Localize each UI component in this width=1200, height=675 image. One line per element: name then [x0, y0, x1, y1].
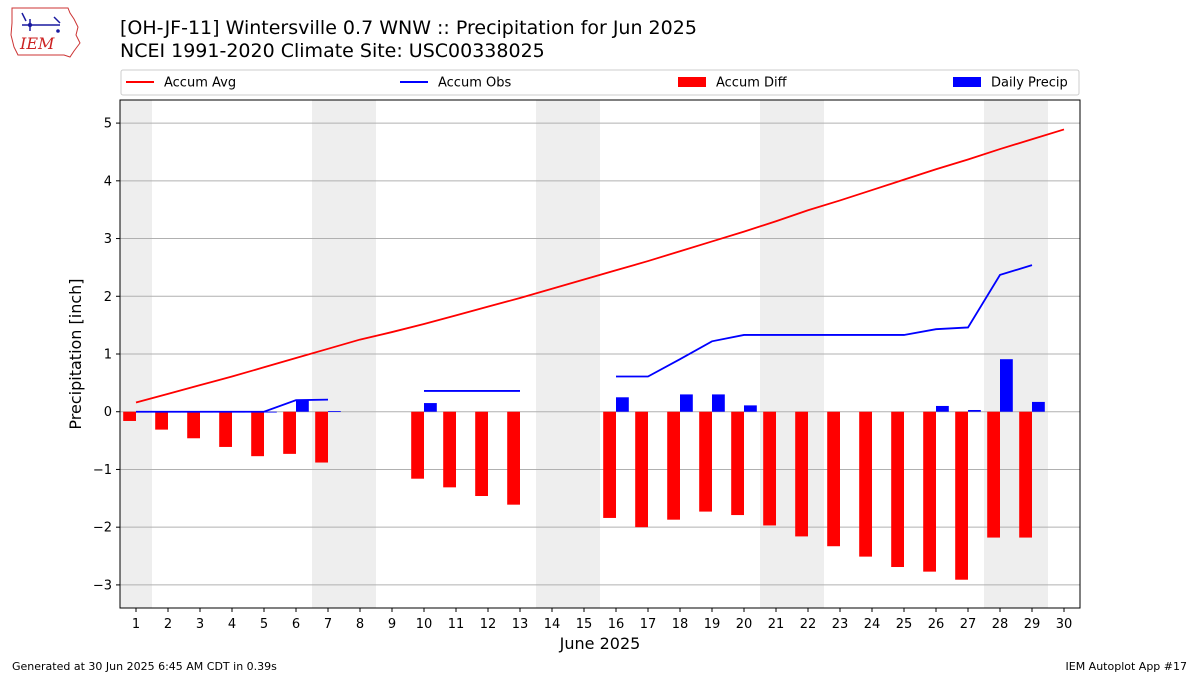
- x-tick-label: 15: [576, 617, 593, 632]
- accum-diff-bar: [859, 411, 872, 557]
- accum-diff-bar: [603, 411, 616, 518]
- logo-text: IEM: [19, 34, 55, 53]
- accum-diff-bar: [795, 411, 808, 537]
- x-tick-label: 4: [228, 617, 236, 632]
- plot-frame: [119, 99, 1081, 609]
- x-tick-label: 23: [832, 617, 849, 632]
- accum-avg-line: [135, 128, 1065, 404]
- footer-generated: Generated at 30 Jun 2025 6:45 AM CDT in …: [12, 660, 277, 673]
- y-tick-label: 5: [104, 117, 112, 132]
- daily-precip-bar: [744, 405, 757, 412]
- x-tick-label: 9: [388, 617, 396, 632]
- x-tick-label: 21: [768, 617, 785, 632]
- accum-diff-bar: [123, 411, 136, 421]
- accum-obs-line: [136, 398, 329, 413]
- x-tick-label: 27: [960, 617, 977, 632]
- x-tick-label: 28: [992, 617, 1009, 632]
- daily-precip-bar: [328, 411, 341, 412]
- y-tick-label: 0: [104, 405, 112, 420]
- x-tick-label: 25: [896, 617, 913, 632]
- x-tick-label: 19: [704, 617, 721, 632]
- x-tick-label: 3: [196, 617, 204, 632]
- y-tick-label: 4: [104, 174, 112, 189]
- x-tick-label: 6: [292, 617, 300, 632]
- y-axis-label: Precipitation [inch]: [66, 278, 85, 429]
- accum-diff-bar: [635, 411, 648, 528]
- x-tick-label: 20: [736, 617, 753, 632]
- x-tick-label: 12: [480, 617, 497, 632]
- accum-diff-bar: [763, 411, 776, 526]
- iem-logo: IEM: [8, 5, 82, 63]
- x-tick-label: 18: [672, 617, 689, 632]
- chart-subtitle: NCEI 1991-2020 Climate Site: USC00338025: [120, 40, 545, 62]
- legend-label: Accum Obs: [438, 76, 511, 91]
- accum-diff-bar: [667, 411, 680, 520]
- chart-title: [OH-JF-11] Wintersville 0.7 WNW :: Preci…: [120, 17, 697, 39]
- legend-label: Daily Precip: [991, 76, 1068, 91]
- daily-precip-bar: [616, 397, 629, 412]
- daily-precip-bar: [296, 400, 309, 412]
- accum-diff-bar: [155, 411, 168, 430]
- y-tick-label: 3: [104, 232, 112, 247]
- x-tick-label: 10: [416, 617, 433, 632]
- accum-diff-bar: [219, 411, 232, 447]
- daily-precip-bar: [680, 394, 693, 412]
- daily-precip-bar: [264, 411, 277, 413]
- accum-diff-bar: [315, 411, 328, 463]
- x-axis-label: June 2025: [559, 634, 641, 653]
- x-tick-label: 24: [864, 617, 881, 632]
- daily-precip-bar: [936, 405, 949, 412]
- y-tick-label: 1: [104, 348, 112, 363]
- x-tick-label: 29: [1024, 617, 1041, 632]
- accum-diff-bar: [187, 411, 200, 439]
- legend-swatch-bar: [953, 77, 981, 87]
- accum-diff-bar: [699, 411, 712, 512]
- daily-precip-bar: [424, 403, 437, 412]
- legend-label: Accum Avg: [164, 76, 236, 91]
- legend-label: Accum Diff: [716, 76, 788, 91]
- accum-diff-bar: [475, 411, 488, 497]
- x-tick-label: 22: [800, 617, 817, 632]
- legend-swatch-bar: [678, 77, 706, 87]
- accum-diff-bar: [987, 411, 1000, 538]
- x-tick-label: 5: [260, 617, 268, 632]
- accum-obs-line: [616, 264, 1033, 378]
- x-tick-label: 13: [512, 617, 529, 632]
- y-tick-label: 2: [104, 290, 112, 305]
- accum-diff-bar: [731, 411, 744, 516]
- x-tick-label: 7: [324, 617, 332, 632]
- accum-diff-bar: [891, 411, 904, 568]
- x-tick-label: 26: [928, 617, 945, 632]
- x-tick-label: 2: [164, 617, 172, 632]
- daily-precip-bar: [712, 394, 725, 412]
- accum-diff-bar: [251, 411, 264, 457]
- daily-precip-bar: [1000, 359, 1013, 412]
- x-tick-label: 11: [448, 617, 465, 632]
- y-tick-label: −2: [93, 521, 112, 536]
- accum-diff-bar: [955, 411, 968, 580]
- x-tick-label: 16: [608, 617, 625, 632]
- y-tick-label: −1: [93, 463, 112, 478]
- accum-diff-bar: [827, 411, 840, 547]
- x-tick-label: 1: [132, 617, 140, 632]
- y-tick-label: −3: [93, 578, 112, 593]
- daily-precip-bar: [1032, 401, 1045, 412]
- x-tick-label: 17: [640, 617, 657, 632]
- accum-diff-bar: [411, 411, 424, 479]
- footer-app: IEM Autoplot App #17: [1065, 660, 1188, 673]
- daily-precip-bar: [968, 409, 981, 412]
- accum-diff-bar: [507, 411, 520, 505]
- legend-box: [120, 69, 1080, 96]
- accum-diff-bar: [443, 411, 456, 488]
- accum-diff-bar: [923, 411, 936, 572]
- x-tick-label: 30: [1056, 617, 1073, 632]
- x-tick-label: 8: [356, 617, 364, 632]
- accum-diff-bar: [1019, 411, 1032, 538]
- accum-diff-bar: [283, 411, 296, 454]
- x-tick-label: 14: [544, 617, 561, 632]
